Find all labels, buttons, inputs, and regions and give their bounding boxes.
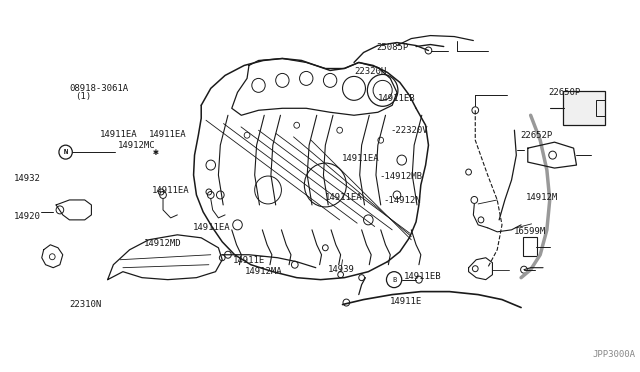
- Text: -14912MB: -14912MB: [380, 172, 422, 181]
- Text: -14912N: -14912N: [383, 196, 421, 205]
- Text: 14939: 14939: [328, 265, 355, 274]
- Text: B: B: [392, 277, 396, 283]
- Text: 14911EA: 14911EA: [324, 193, 362, 202]
- Text: 14911E: 14911E: [389, 297, 422, 306]
- Text: 14912MC: 14912MC: [118, 141, 156, 150]
- Text: 14920: 14920: [14, 212, 41, 221]
- Text: 22650P: 22650P: [548, 88, 580, 97]
- Text: 16599M: 16599M: [514, 227, 547, 236]
- Text: 22320H: 22320H: [354, 67, 386, 76]
- Text: 22310N: 22310N: [69, 300, 101, 309]
- Text: 14911E: 14911E: [233, 256, 265, 265]
- Text: 08918-3061A: 08918-3061A: [69, 84, 128, 93]
- Text: 14912MD: 14912MD: [144, 239, 182, 248]
- Text: N: N: [63, 149, 68, 155]
- Text: (1): (1): [76, 92, 92, 101]
- Text: 14911EA: 14911EA: [152, 186, 190, 195]
- Text: 14911EA: 14911EA: [148, 130, 186, 140]
- Text: N: N: [63, 149, 68, 155]
- Text: -22320V: -22320V: [390, 126, 428, 135]
- Text: 14912MA: 14912MA: [245, 267, 283, 276]
- Text: 22652P: 22652P: [520, 131, 552, 141]
- FancyBboxPatch shape: [563, 92, 605, 125]
- Text: 14911EB: 14911EB: [404, 272, 442, 281]
- Text: 14911EA: 14911EA: [342, 154, 380, 163]
- Text: 14911EB: 14911EB: [378, 94, 415, 103]
- Text: 14912M: 14912M: [526, 193, 559, 202]
- Text: ✱: ✱: [152, 147, 158, 157]
- Text: JPP3000A: JPP3000A: [593, 350, 636, 359]
- Text: 25085P: 25085P: [376, 42, 409, 51]
- Text: 14911EA: 14911EA: [193, 223, 231, 232]
- Text: 14911EA: 14911EA: [100, 130, 138, 140]
- Text: 14932: 14932: [14, 174, 41, 183]
